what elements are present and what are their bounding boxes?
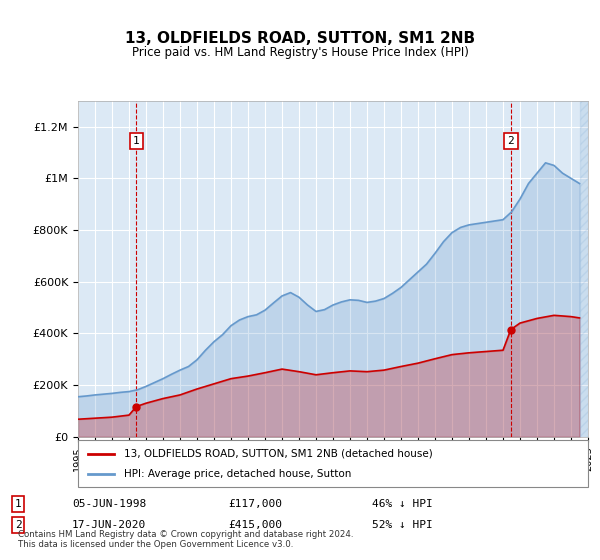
Text: 1: 1 xyxy=(14,499,22,509)
Text: £415,000: £415,000 xyxy=(228,520,282,530)
Text: Price paid vs. HM Land Registry's House Price Index (HPI): Price paid vs. HM Land Registry's House … xyxy=(131,46,469,59)
Text: 46% ↓ HPI: 46% ↓ HPI xyxy=(372,499,433,509)
Text: £117,000: £117,000 xyxy=(228,499,282,509)
Text: 13, OLDFIELDS ROAD, SUTTON, SM1 2NB: 13, OLDFIELDS ROAD, SUTTON, SM1 2NB xyxy=(125,31,475,46)
Text: 13, OLDFIELDS ROAD, SUTTON, SM1 2NB (detached house): 13, OLDFIELDS ROAD, SUTTON, SM1 2NB (det… xyxy=(124,449,433,459)
Text: HPI: Average price, detached house, Sutton: HPI: Average price, detached house, Sutt… xyxy=(124,469,351,479)
FancyBboxPatch shape xyxy=(78,440,588,487)
Text: 1: 1 xyxy=(133,136,140,146)
Text: 2: 2 xyxy=(14,520,22,530)
Text: 2: 2 xyxy=(508,136,514,146)
Text: Contains HM Land Registry data © Crown copyright and database right 2024.
This d: Contains HM Land Registry data © Crown c… xyxy=(18,530,353,549)
Text: 05-JUN-1998: 05-JUN-1998 xyxy=(72,499,146,509)
Text: 17-JUN-2020: 17-JUN-2020 xyxy=(72,520,146,530)
Text: 52% ↓ HPI: 52% ↓ HPI xyxy=(372,520,433,530)
